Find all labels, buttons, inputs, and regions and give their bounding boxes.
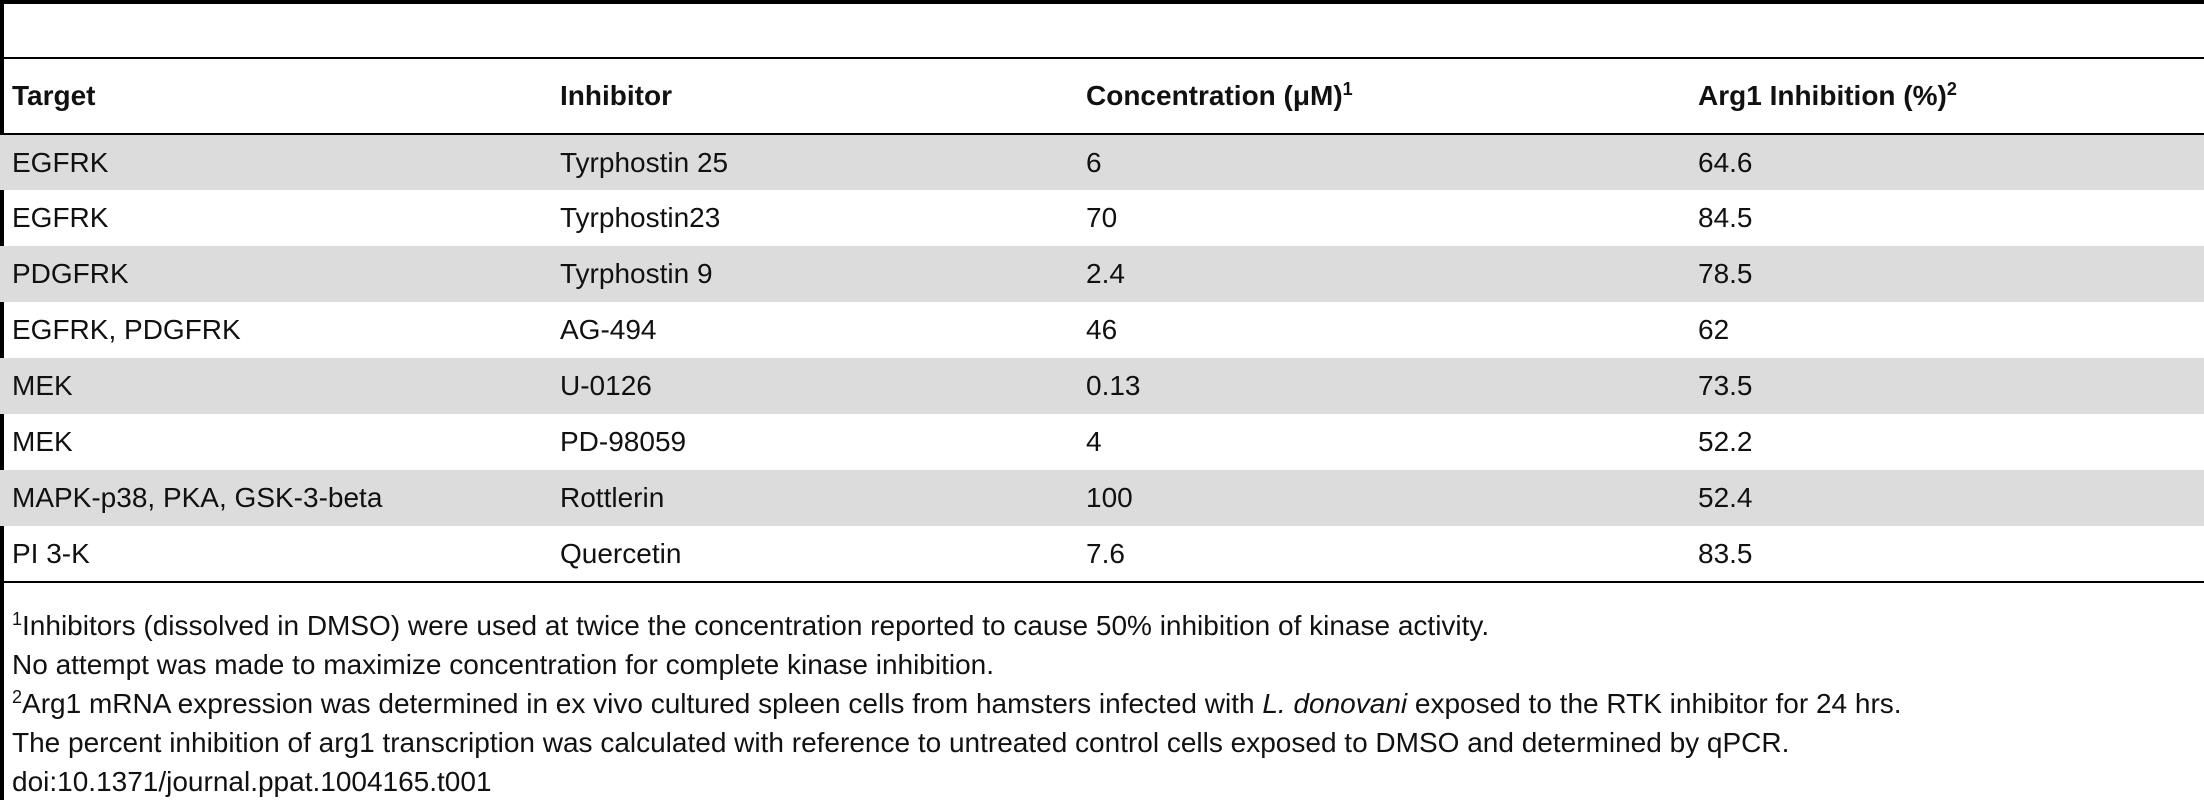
- table-header-row: Target Inhibitor Concentration (μM)1 Arg…: [0, 57, 2204, 135]
- table-row: PDGFRK Tyrphostin 9 2.4 78.5: [0, 246, 2204, 302]
- cell-concentration: 2.4: [1074, 246, 1686, 302]
- header-concentration-label: Concentration (μM): [1086, 80, 1343, 111]
- table-row: EGFRK Tyrphostin 25 6 64.6: [0, 134, 2204, 190]
- footnote-2-continuation: The percent inhibition of arg1 transcrip…: [12, 727, 1790, 758]
- cell-target: EGFRK: [0, 134, 548, 190]
- table-header: Target Inhibitor Concentration (μM)1 Arg…: [0, 57, 2204, 135]
- footnote-2-species-name: L. donovani: [1262, 688, 1408, 719]
- table-row: MEK U-0126 0.13 73.5: [0, 358, 2204, 414]
- cell-concentration: 0.13: [1074, 358, 1686, 414]
- cell-target: MEK: [12, 426, 73, 457]
- cell-inhibitor: AG-494: [560, 314, 657, 345]
- table-row: EGFRK Tyrphostin23 70 84.5: [0, 190, 2204, 246]
- footnote-2-mark: 2: [12, 687, 23, 707]
- cell-inhibitor: PD-98059: [560, 426, 687, 457]
- cell-inhibitor: Rottlerin: [548, 470, 1074, 526]
- header-arg1-inhibition: Arg1 Inhibition (%)2: [1686, 57, 2204, 135]
- cell-target: MAPK-p38, PKA, GSK-3-beta: [0, 470, 548, 526]
- cell-concentration: 46: [1086, 314, 1118, 345]
- cell-target: PDGFRK: [0, 246, 548, 302]
- cell-inhibitor: Quercetin: [548, 526, 1074, 583]
- header-target: Target: [0, 57, 548, 135]
- header-concentration: Concentration (μM)1: [1074, 57, 1686, 135]
- footnote-2-text-start: Arg1 mRNA expression was determined in e…: [22, 688, 1263, 719]
- cell-concentration: 7.6: [1074, 526, 1686, 583]
- header-target-label: Target: [12, 80, 96, 111]
- cell-inhibition: 78.5: [1686, 246, 2204, 302]
- cell-inhibitor: Tyrphostin 25: [548, 134, 1074, 190]
- header-arg1-footnote-mark: 2: [1946, 79, 1957, 99]
- doi-text: doi:10.1371/journal.ppat.1004165.t001: [12, 766, 492, 797]
- header-inhibitor-label: Inhibitor: [560, 80, 672, 111]
- cell-inhibition: 73.5: [1686, 358, 2204, 414]
- cell-target: MEK: [0, 358, 548, 414]
- footnote-2-line-1: 2Arg1 mRNA expression was determined in …: [12, 684, 2192, 723]
- header-concentration-footnote-mark: 1: [1342, 79, 1353, 99]
- table-row: MEK PD-98059 4 52.2: [0, 414, 2204, 470]
- cell-inhibition: 83.5: [1686, 526, 2204, 583]
- cell-target: EGFRK, PDGFRK: [12, 314, 241, 345]
- cell-inhibition: 64.6: [1686, 134, 2204, 190]
- header-arg1-label: Arg1 Inhibition (%): [1698, 80, 1947, 111]
- table-footnotes: 1Inhibitors (dissolved in DMSO) were use…: [12, 606, 2192, 801]
- footnote-1-text: Inhibitors (dissolved in DMSO) were used…: [22, 610, 1490, 641]
- cell-inhibitor: U-0126: [548, 358, 1074, 414]
- cell-inhibition: 52.4: [1686, 470, 2204, 526]
- footnote-1-continuation: No attempt was made to maximize concentr…: [12, 649, 995, 680]
- cell-inhibition: 84.5: [1698, 202, 1753, 233]
- table-row: EGFRK, PDGFRK AG-494 46 62: [0, 302, 2204, 358]
- cell-concentration: 6: [1074, 134, 1686, 190]
- footnote-2-line-2: The percent inhibition of arg1 transcrip…: [12, 723, 2192, 762]
- footnote-2-text-end: exposed to the RTK inhibitor for 24 hrs.: [1407, 688, 1902, 719]
- inhibitor-table: Target Inhibitor Concentration (μM)1 Arg…: [0, 57, 2204, 583]
- inhibitor-table-container: Target Inhibitor Concentration (μM)1 Arg…: [0, 57, 2204, 583]
- cell-inhibition: 62: [1698, 314, 1730, 345]
- doi-line: doi:10.1371/journal.ppat.1004165.t001: [12, 762, 2192, 801]
- table-row: PI 3-K Quercetin 7.6 83.5: [0, 526, 2204, 583]
- cell-inhibitor: Tyrphostin 9: [548, 246, 1074, 302]
- table-row: MAPK-p38, PKA, GSK-3-beta Rottlerin 100 …: [0, 470, 2204, 526]
- footnote-1-mark: 1: [12, 609, 23, 629]
- cell-concentration: 4: [1086, 426, 1102, 457]
- footnote-1-line-2: No attempt was made to maximize concentr…: [12, 645, 2192, 684]
- footnote-1-line-1: 1Inhibitors (dissolved in DMSO) were use…: [12, 606, 2192, 645]
- header-inhibitor: Inhibitor: [548, 57, 1074, 135]
- cell-inhibition: 52.2: [1698, 426, 1753, 457]
- table-body: EGFRK Tyrphostin 25 6 64.6 EGFRK Tyrphos…: [0, 134, 2204, 583]
- cell-concentration: 100: [1074, 470, 1686, 526]
- cell-concentration: 70: [1086, 202, 1118, 233]
- cell-target: EGFRK: [12, 202, 109, 233]
- top-border-rule: [0, 0, 2204, 4]
- cell-target: PI 3-K: [0, 526, 548, 583]
- cell-inhibitor: Tyrphostin23: [560, 202, 721, 233]
